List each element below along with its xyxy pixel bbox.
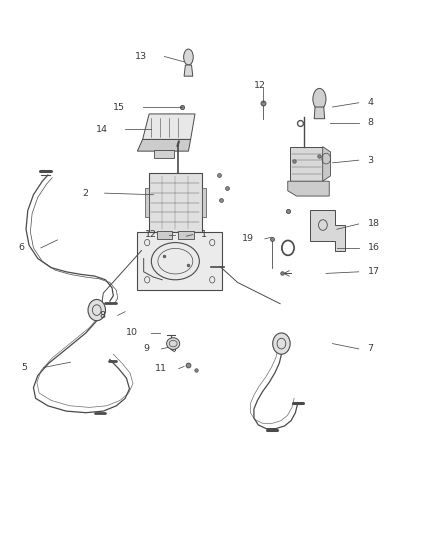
Text: 18: 18 <box>367 220 379 229</box>
Polygon shape <box>314 107 325 119</box>
FancyBboxPatch shape <box>178 231 194 239</box>
Text: 14: 14 <box>95 125 108 134</box>
Text: 4: 4 <box>367 98 374 107</box>
Text: 10: 10 <box>126 328 138 337</box>
Text: 12: 12 <box>254 81 266 90</box>
FancyBboxPatch shape <box>201 188 206 217</box>
Text: 12: 12 <box>145 230 157 239</box>
Text: 9: 9 <box>143 344 149 353</box>
Text: 16: 16 <box>367 244 379 253</box>
Ellipse shape <box>313 88 326 110</box>
Polygon shape <box>138 140 191 151</box>
Polygon shape <box>144 232 216 235</box>
Polygon shape <box>143 114 195 140</box>
Polygon shape <box>184 65 193 76</box>
Text: 17: 17 <box>367 268 379 276</box>
Text: 5: 5 <box>21 363 27 372</box>
Polygon shape <box>323 147 331 181</box>
Text: 1: 1 <box>201 230 207 239</box>
Text: 2: 2 <box>82 189 88 198</box>
Text: 8: 8 <box>367 118 374 127</box>
Polygon shape <box>310 210 345 251</box>
FancyBboxPatch shape <box>137 232 222 290</box>
Text: 15: 15 <box>113 102 125 111</box>
Ellipse shape <box>184 49 193 65</box>
Circle shape <box>273 333 290 354</box>
Text: 6: 6 <box>19 244 25 253</box>
Text: 11: 11 <box>155 364 166 373</box>
Polygon shape <box>288 181 329 196</box>
Ellipse shape <box>166 338 180 350</box>
FancyBboxPatch shape <box>153 150 174 158</box>
Text: 3: 3 <box>367 156 374 165</box>
FancyBboxPatch shape <box>156 231 172 239</box>
FancyBboxPatch shape <box>149 173 201 232</box>
Text: 19: 19 <box>242 235 254 244</box>
Text: 7: 7 <box>367 344 374 353</box>
FancyBboxPatch shape <box>145 188 149 217</box>
Text: 8: 8 <box>99 311 106 320</box>
FancyBboxPatch shape <box>290 147 323 181</box>
Text: 13: 13 <box>135 52 147 61</box>
Circle shape <box>88 300 106 321</box>
